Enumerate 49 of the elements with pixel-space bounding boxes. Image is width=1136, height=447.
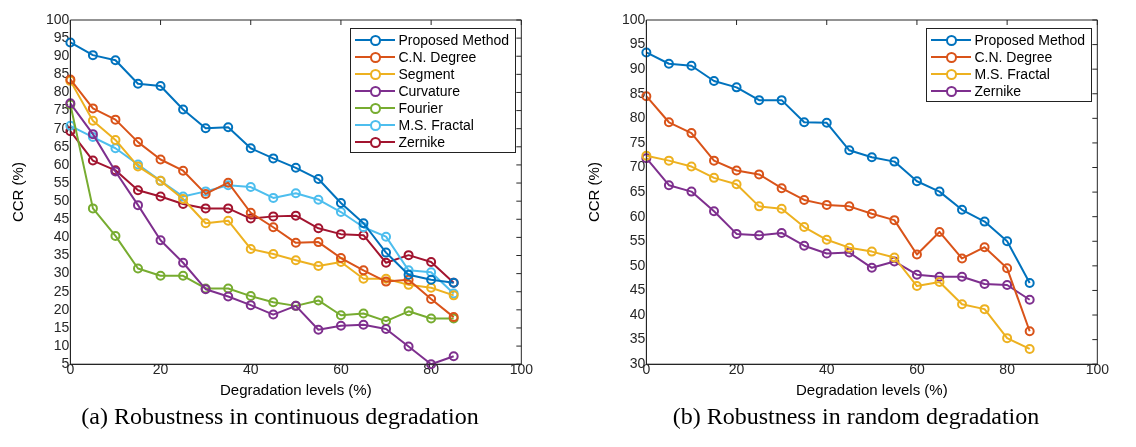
y-tick-label: 95 [629,35,646,52]
legend-label: M.S. Fractal [974,65,1050,82]
y-tick-label: 30 [53,264,70,281]
y-tick-label: 40 [629,305,646,322]
y-tick-label: 35 [53,246,70,263]
y-tick-label: 45 [53,210,70,227]
x-axis-title: Degradation levels (%) [795,381,948,399]
text: (a) Robustness in continuous degradation [80,403,480,430]
y-tick-label: 80 [629,109,646,126]
x-tick-label: 100 [509,361,534,378]
legend-label: Proposed Method [974,31,1085,48]
y-axis-title: CCR (%) [585,162,603,223]
y-tick-label: 90 [629,60,646,77]
legend-label: C.N. Degree [398,48,477,65]
legend-label: Zernike [974,82,1022,99]
y-tick-label: 100 [46,10,70,27]
legend-label: C.N. Degree [974,48,1053,65]
y-tick-label: 20 [53,300,70,317]
legend-label: Zernike [398,133,446,150]
y-tick-label: 100 [622,10,646,27]
y-tick-label: 80 [53,83,70,100]
y-tick-label: 45 [629,281,646,298]
x-axis-title: Degradation levels (%) [219,381,372,399]
y-tick-label: 10 [53,336,70,353]
y-tick-label: 55 [53,173,70,190]
y-tick-label: 60 [629,207,646,224]
y-tick-label: 50 [53,192,70,209]
y-tick-label: 25 [53,282,70,299]
y-tick-label: 70 [629,158,646,175]
y-tick-label: 35 [629,330,646,347]
y-tick-label: 65 [53,137,70,154]
y-tick-label: 85 [629,84,646,101]
y-axis-title: CCR (%) [9,162,27,223]
y-tick-label: 55 [629,232,646,249]
y-tick-label: 75 [629,133,646,150]
legend-label: Proposed Method [398,31,509,48]
y-tick-label: 60 [53,155,70,172]
legend-label: Fourier [398,99,443,116]
y-tick-label: 15 [53,318,70,335]
y-tick-label: 75 [53,101,70,118]
legend-label: M.S. Fractal [398,116,474,133]
y-tick-label: 65 [629,182,646,199]
x-tick-label: 100 [1085,361,1110,378]
y-tick-label: 50 [629,256,646,273]
y-tick-label: 90 [53,47,70,64]
legend-label: Curvature [398,82,460,99]
text: (b) Robustness in random degradation [671,403,1041,430]
legend-label: Segment [398,65,455,82]
y-tick-label: 40 [53,228,70,245]
